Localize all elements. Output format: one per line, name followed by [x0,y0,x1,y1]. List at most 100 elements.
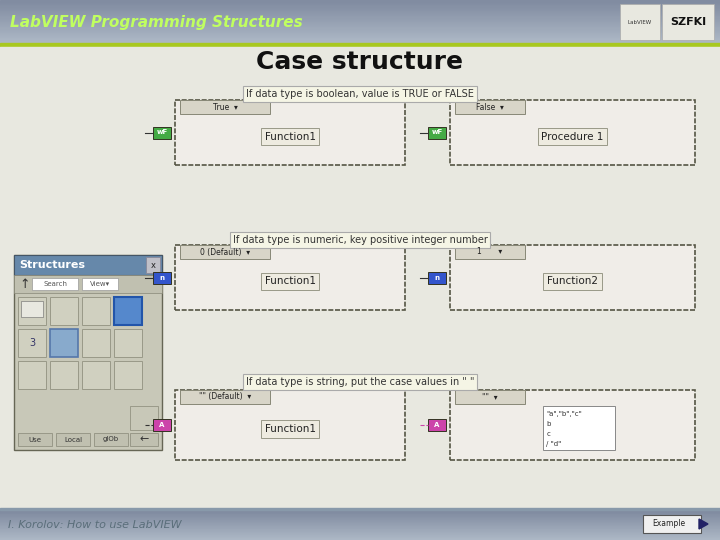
Bar [0,8,720,10]
Bar [450,245,695,310]
Bar [0,15,720,17]
Bar [0,17,720,19]
Bar [0,526,720,527]
Bar [0,533,720,534]
Bar [130,406,158,430]
Text: Structures: Structures [19,260,85,270]
Bar [175,245,405,310]
Bar [0,19,720,21]
Bar [14,275,162,293]
Text: 1       ▾: 1 ▾ [477,247,503,256]
Bar [0,41,720,43]
Bar [0,528,720,530]
Bar [0,520,720,521]
Bar [0,523,720,524]
Text: If data type is string, put the case values in " ": If data type is string, put the case val… [246,377,474,387]
Bar [620,4,660,40]
Text: Example: Example [652,519,685,529]
Text: If data type is boolean, value is TRUE or FALSE: If data type is boolean, value is TRUE o… [246,89,474,99]
Bar [0,26,720,28]
Text: 3: 3 [29,338,35,348]
Bar [0,16,720,18]
Bar [0,29,720,31]
Text: ←: ← [139,435,149,444]
Bar [0,43,720,46]
Bar [450,100,695,165]
Bar [0,515,720,516]
Bar [21,301,43,317]
Bar [82,329,110,357]
Text: Use: Use [29,436,42,442]
Text: Function1: Function1 [264,424,315,434]
Bar [0,535,720,536]
Bar [0,5,720,6]
Bar [0,27,720,29]
Text: If data type is numeric, key positive integer number: If data type is numeric, key positive in… [233,235,487,245]
Bar [0,516,720,517]
Bar [0,534,720,535]
Text: glOb: glOb [103,436,119,442]
Bar [0,32,720,34]
Text: / "d": / "d" [546,441,562,447]
Text: False  ▾: False ▾ [476,103,504,111]
Bar [32,278,78,290]
Bar [0,518,720,519]
Bar [0,512,720,514]
Bar [0,3,720,4]
Bar [0,517,720,518]
Text: "a","b","c": "a","b","c" [546,411,582,417]
Bar [0,530,720,531]
Text: Local: Local [64,436,82,442]
Bar [0,22,720,23]
Text: View▾: View▾ [90,281,110,287]
Bar [0,529,720,530]
Bar [0,519,720,521]
Bar [0,6,720,8]
Bar [146,257,160,273]
Bar [18,433,52,446]
Bar [0,28,720,30]
Text: LabVIEW Programming Structures: LabVIEW Programming Structures [10,15,302,30]
Bar [0,521,720,522]
Bar [0,23,720,24]
Bar [114,297,142,325]
Text: True  ▾: True ▾ [212,103,238,111]
Bar [450,390,695,460]
Bar [0,9,720,11]
Text: Procedure 1: Procedure 1 [541,132,603,141]
Bar [0,528,720,529]
Bar [94,433,128,446]
Text: n: n [160,274,164,280]
Bar [0,532,720,534]
Bar [0,524,720,526]
Bar [82,278,118,290]
Bar [0,40,720,42]
Bar [0,539,720,540]
Text: Function1: Function1 [264,276,315,287]
Bar [0,24,720,25]
Bar [643,515,701,533]
Bar [130,433,158,446]
Text: b: b [546,421,551,427]
Bar [428,419,446,431]
Bar [0,11,720,13]
Text: Function2: Function2 [547,276,598,287]
Bar [153,272,171,284]
Bar [0,530,720,532]
Bar [82,297,110,325]
Bar [0,538,720,539]
Bar [428,272,446,284]
Bar [0,13,720,14]
Bar [14,255,162,450]
Bar [662,4,714,40]
Bar [542,406,614,450]
Bar [0,514,720,515]
Bar [153,419,171,431]
Bar [0,2,720,3]
Polygon shape [699,519,708,529]
Bar [0,0,720,1]
Bar [0,47,720,510]
Bar [0,531,720,532]
Text: c: c [546,431,550,437]
Bar [0,534,720,536]
